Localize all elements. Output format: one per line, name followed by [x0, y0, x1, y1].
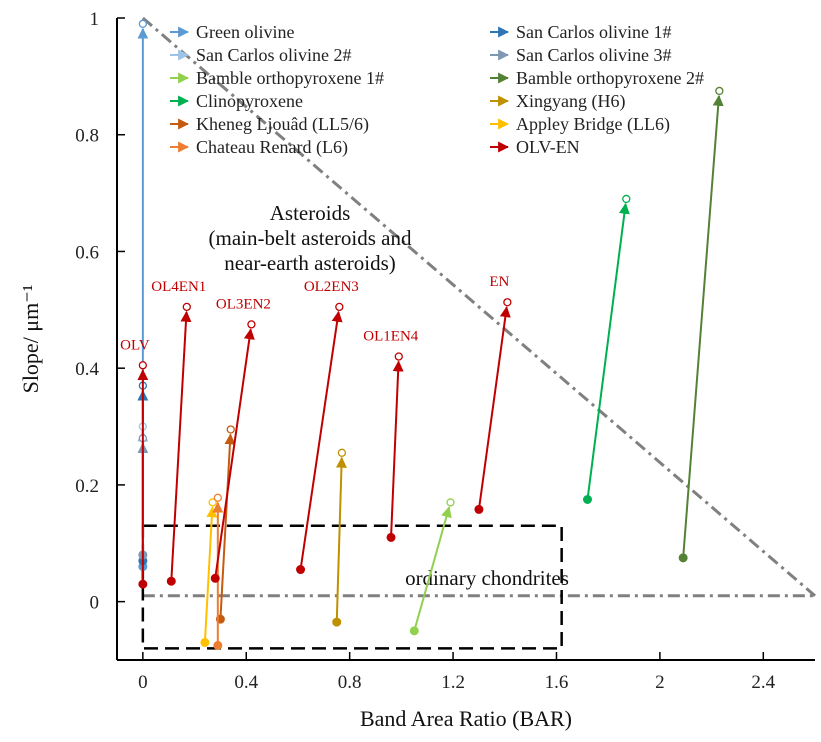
start-point — [583, 495, 593, 504]
x-tick-label: 1.2 — [441, 672, 465, 693]
y-tick-label: 0.4 — [75, 359, 99, 380]
legend-label: OLV-EN — [516, 137, 580, 157]
y-tick-label: 0 — [90, 593, 100, 614]
end-point — [138, 19, 148, 28]
start-point — [386, 532, 396, 542]
point-label: OLV — [120, 337, 150, 353]
x-tick-label: 1.6 — [545, 672, 569, 693]
end-point — [247, 320, 256, 329]
start-point — [166, 576, 176, 586]
point-label: OL3EN2 — [216, 296, 271, 312]
start-point — [474, 504, 484, 514]
arrow-line — [682, 94, 724, 558]
labels-layer: OLV OL4EN1 OL3EN2 OL2EN3 OL1EN4 EN — [120, 274, 509, 353]
y-tick-label: 1 — [90, 9, 100, 30]
y-tick-label: 0.2 — [75, 476, 99, 497]
legend-item: Clinopyroxene — [170, 91, 303, 111]
end-point — [622, 194, 631, 204]
end-point — [715, 86, 724, 96]
legend-item: Bamble orthopyroxene 1# — [170, 68, 384, 88]
series-xingyang-h6- — [332, 448, 347, 627]
series-bamble-orthopyroxene-1- — [409, 498, 455, 636]
series-chateau-renard-l6- — [212, 493, 224, 650]
arrow-line — [586, 202, 630, 500]
arrow-line — [390, 360, 404, 538]
series-clinopyroxene — [583, 194, 631, 504]
x-tick-label: 2 — [655, 672, 665, 693]
legend: Green olivine San Carlos olivine 1# San Ca… — [170, 22, 704, 158]
start-point — [138, 579, 148, 589]
arrow-line — [477, 306, 511, 510]
legend-label: San Carlos olivine 3# — [516, 45, 672, 65]
series-layer — [137, 19, 724, 650]
x-tick-label: 0.4 — [234, 672, 258, 693]
legend-item: Kheneg Ljouâd (LL5/6) — [170, 114, 369, 135]
start-point — [332, 617, 342, 627]
end-point — [503, 298, 512, 307]
end-point — [337, 448, 347, 457]
end-point — [335, 302, 344, 312]
legend-item: San Carlos olivine 1# — [490, 22, 672, 42]
y-axis-title: Slope/ μm⁻¹ — [18, 285, 43, 394]
arrow-line — [170, 310, 192, 582]
x-tick-label: 0.8 — [338, 672, 362, 693]
arrow-line — [214, 328, 255, 579]
arrow-line — [219, 433, 236, 620]
arrow-line — [203, 506, 218, 643]
x-tick-label: 2.4 — [751, 672, 775, 693]
legend-item: San Carlos olivine 3# — [490, 45, 672, 65]
start-point — [213, 640, 223, 650]
legend-label: Bamble orthopyroxene 1# — [196, 68, 384, 88]
y-tick-label: 0.6 — [75, 242, 99, 263]
legend-label: San Carlos olivine 1# — [516, 22, 672, 42]
point-label: OL1EN4 — [363, 329, 418, 345]
end-point — [226, 425, 235, 434]
legend-label: Clinopyroxene — [196, 91, 303, 111]
legend-label: Chateau Renard (L6) — [196, 137, 348, 158]
asteroid-boundary-line — [141, 16, 816, 597]
x-axis-title: Band Area Ratio (BAR) — [360, 706, 572, 731]
axes-layer: 0 0.4 0.8 1.2 1.6 2 2.4 0 0.2 0.4 0.6 0.8 1 Band Area… — [18, 9, 815, 731]
point-label: OL2EN3 — [304, 279, 359, 295]
series-bamble-orthopyroxene-2- — [678, 86, 724, 563]
arrow-line — [299, 310, 343, 570]
y-tick-label: 0.8 — [75, 126, 99, 147]
start-point — [200, 637, 210, 647]
legend-label: Appley Bridge (LL6) — [516, 114, 670, 135]
asteroids-label-line: Asteroids — [270, 201, 351, 225]
end-point — [138, 361, 148, 370]
series-olv-en — [137, 298, 512, 589]
legend-item: Xingyang (H6) — [490, 91, 625, 112]
legend-label: Kheneg Ljouâd (LL5/6) — [196, 114, 369, 135]
regions-layer: Asteroids(main-belt asteroids andnear-ea… — [141, 16, 816, 650]
arrow-line — [413, 506, 452, 632]
start-point — [678, 553, 688, 563]
asteroids-label-line: (main-belt asteroids and — [209, 226, 412, 250]
point-label: OL4EN1 — [151, 279, 206, 295]
legend-item: Appley Bridge (LL6) — [490, 114, 670, 135]
legend-label: Green olivine — [196, 22, 294, 42]
legend-label: Xingyang (H6) — [516, 91, 625, 112]
legend-item: Bamble orthopyroxene 2# — [490, 68, 704, 88]
legend-label: Bamble orthopyroxene 2# — [516, 68, 704, 88]
end-point — [446, 498, 455, 507]
legend-item: OLV-EN — [490, 137, 580, 157]
x-tick-label: 0 — [138, 672, 148, 693]
asteroids-label-line: near-earth asteroids) — [224, 251, 396, 275]
end-point — [394, 352, 403, 361]
legend-item: Green olivine — [170, 22, 294, 42]
end-point — [213, 493, 222, 502]
legend-item: San Carlos olivine 2# — [170, 45, 352, 65]
series-appley-bridge-ll6- — [200, 498, 218, 647]
arrow-line — [335, 456, 347, 623]
start-point — [296, 565, 306, 575]
start-point — [210, 573, 220, 583]
end-point — [182, 302, 191, 312]
point-label: EN — [489, 274, 509, 290]
start-point — [409, 626, 419, 636]
legend-item: Chateau Renard (L6) — [170, 137, 348, 158]
legend-label: San Carlos olivine 2# — [196, 45, 352, 65]
